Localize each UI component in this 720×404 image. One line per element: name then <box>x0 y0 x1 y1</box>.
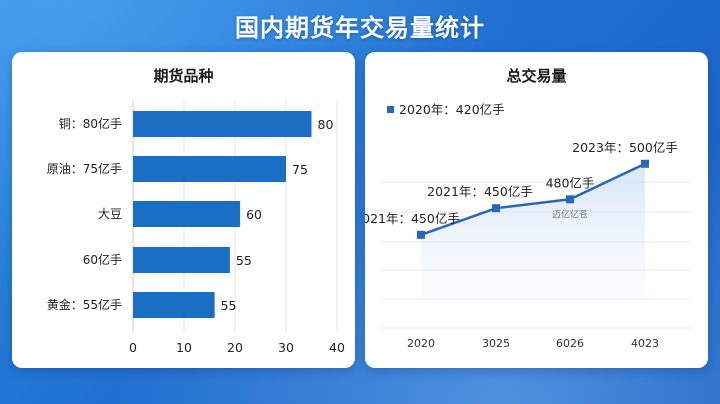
bar-category-label: 黄金：55亿手 <box>47 297 122 312</box>
bar-chart-title: 期货品种 <box>153 67 214 85</box>
bar-category-label: 60亿手 <box>83 252 122 267</box>
data-point-1 <box>492 204 500 213</box>
area-fill <box>421 163 645 300</box>
bar-4 <box>133 292 215 318</box>
point-note: 迈亿亿苍 <box>552 208 588 220</box>
x-axis-label: 6026 <box>556 337 584 350</box>
line-chart: 2021年：450亿手 2021年：450亿手 480亿手 2023年：500亿手迈亿… <box>365 102 692 350</box>
point-label: 2021年：450亿手 <box>365 211 460 226</box>
x-tick-label: 10 <box>176 340 192 355</box>
bar-category-label: 大豆 <box>98 207 122 221</box>
bar-value-label: 80 <box>318 117 334 132</box>
point-label: 2023年：500亿手 <box>572 140 678 155</box>
commodity-bar-panel: 期货品种 0 10 20 30 40 铜：80亿手 80 原油：75亿手 75 大豆 60 60亿手 5… <box>12 52 355 368</box>
page-title: 国内期货年交易量统计 <box>235 14 485 42</box>
data-point-0 <box>417 230 425 239</box>
data-point-3 <box>641 159 649 168</box>
bar-category-label: 铜：80亿手 <box>59 116 122 131</box>
bar-value-label: 60 <box>246 207 262 222</box>
x-axis-label: 3025 <box>482 337 510 350</box>
x-tick-label: 0 <box>129 340 137 355</box>
point-label: 2021年：450亿手 <box>427 184 533 199</box>
legend-marker <box>387 106 394 113</box>
x-tick-label: 40 <box>329 340 345 355</box>
legend-label: 2020年：420亿手 <box>399 102 505 117</box>
bar-category-label: 原油：75亿手 <box>47 161 122 176</box>
bar-value-label: 75 <box>292 162 308 177</box>
x-tick-label: 20 <box>227 340 243 355</box>
bar-3 <box>133 247 230 273</box>
x-tick-label: 30 <box>278 340 294 355</box>
point-label: 480亿手 <box>546 175 595 190</box>
bar-0 <box>133 111 312 137</box>
line-chart-title: 总交易量 <box>506 67 567 85</box>
volume-line-panel: 总交易量 2021年：450亿手 2021年：450亿手 480亿手 2023年：50… <box>365 52 708 368</box>
bar-1 <box>133 156 286 182</box>
x-axis-label: 2020 <box>407 337 435 350</box>
x-axis-label: 4023 <box>631 337 659 350</box>
bar-chart: 0 10 20 30 40 铜：80亿手 80 原油：75亿手 75 大豆 60 60亿手 55 黄金：5… <box>47 100 345 355</box>
data-point-2 <box>566 195 574 204</box>
bar-value-label: 55 <box>221 298 237 313</box>
bar-2 <box>133 201 241 227</box>
bar-value-label: 55 <box>236 253 252 268</box>
series-line <box>420 162 646 237</box>
